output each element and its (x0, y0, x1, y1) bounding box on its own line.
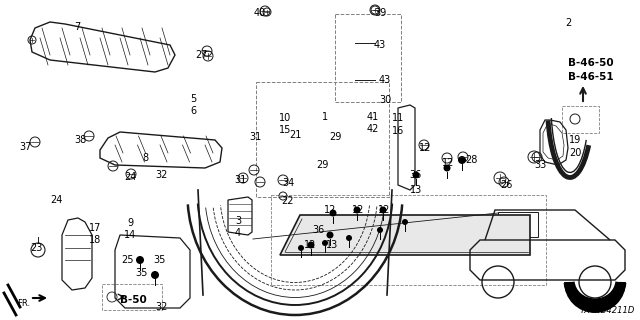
Text: TX44B4211D: TX44B4211D (580, 306, 635, 315)
Text: 12: 12 (419, 143, 431, 153)
Text: 17: 17 (89, 223, 101, 233)
Text: 34: 34 (282, 178, 294, 188)
Text: 19: 19 (569, 135, 581, 145)
Text: 26: 26 (500, 180, 512, 190)
Text: 12: 12 (324, 205, 336, 215)
Text: 7: 7 (74, 22, 80, 32)
Text: 24: 24 (50, 195, 62, 205)
Text: 31: 31 (249, 132, 261, 142)
Text: 31: 31 (234, 175, 246, 185)
Text: 29: 29 (329, 132, 341, 142)
Text: 15: 15 (279, 125, 291, 135)
Text: 30: 30 (379, 95, 391, 105)
Text: 6: 6 (190, 106, 196, 116)
Text: 18: 18 (89, 235, 101, 245)
Text: 33: 33 (534, 160, 546, 170)
Text: 35: 35 (154, 255, 166, 265)
Circle shape (136, 256, 144, 264)
Text: 36: 36 (409, 170, 421, 180)
Text: 12: 12 (378, 205, 390, 215)
Circle shape (307, 242, 314, 249)
Text: 25: 25 (122, 255, 134, 265)
Text: 9: 9 (127, 218, 133, 228)
Text: 40: 40 (254, 8, 266, 18)
Text: B-46-51: B-46-51 (568, 72, 614, 82)
Circle shape (330, 210, 337, 217)
Text: 27: 27 (196, 50, 208, 60)
Text: 13: 13 (326, 240, 338, 250)
Text: 22: 22 (282, 196, 294, 206)
Text: 23: 23 (30, 243, 42, 253)
Text: 12: 12 (442, 158, 454, 168)
Text: 43: 43 (379, 75, 391, 85)
Text: 42: 42 (367, 124, 379, 134)
Circle shape (151, 271, 159, 279)
Text: 8: 8 (142, 153, 148, 163)
Text: 35: 35 (135, 268, 147, 278)
Text: 28: 28 (465, 155, 477, 165)
Text: 1: 1 (322, 112, 328, 122)
Circle shape (402, 219, 408, 225)
Text: 16: 16 (392, 126, 404, 136)
Text: 32: 32 (156, 302, 168, 312)
Text: 39: 39 (374, 8, 386, 18)
Text: 24: 24 (124, 172, 136, 182)
Circle shape (444, 164, 451, 172)
Text: 10: 10 (279, 113, 291, 123)
Text: 21: 21 (289, 130, 301, 140)
Text: 36: 36 (312, 225, 324, 235)
Text: 43: 43 (374, 40, 386, 50)
Text: 20: 20 (569, 148, 581, 158)
Text: 11: 11 (392, 113, 404, 123)
Text: 2: 2 (565, 18, 571, 28)
Text: B-50: B-50 (120, 295, 147, 305)
Text: FR.: FR. (17, 299, 31, 308)
Text: 29: 29 (316, 160, 328, 170)
Text: 4: 4 (235, 228, 241, 238)
Text: 32: 32 (156, 170, 168, 180)
Text: 38: 38 (74, 135, 86, 145)
Circle shape (377, 227, 383, 233)
Polygon shape (280, 215, 530, 255)
Text: 13: 13 (410, 185, 422, 195)
Circle shape (353, 206, 360, 213)
Text: 5: 5 (190, 94, 196, 104)
Text: 12: 12 (304, 240, 316, 250)
Circle shape (326, 231, 333, 238)
Text: B-46-50: B-46-50 (568, 58, 614, 68)
Circle shape (346, 235, 352, 241)
Text: 37: 37 (20, 142, 32, 152)
Text: 14: 14 (124, 230, 136, 240)
Circle shape (458, 156, 466, 164)
Circle shape (322, 240, 328, 246)
Text: 3: 3 (235, 216, 241, 226)
Text: 41: 41 (367, 112, 379, 122)
Text: 12: 12 (352, 205, 364, 215)
Circle shape (413, 172, 419, 179)
Circle shape (298, 245, 304, 251)
Circle shape (380, 206, 387, 213)
